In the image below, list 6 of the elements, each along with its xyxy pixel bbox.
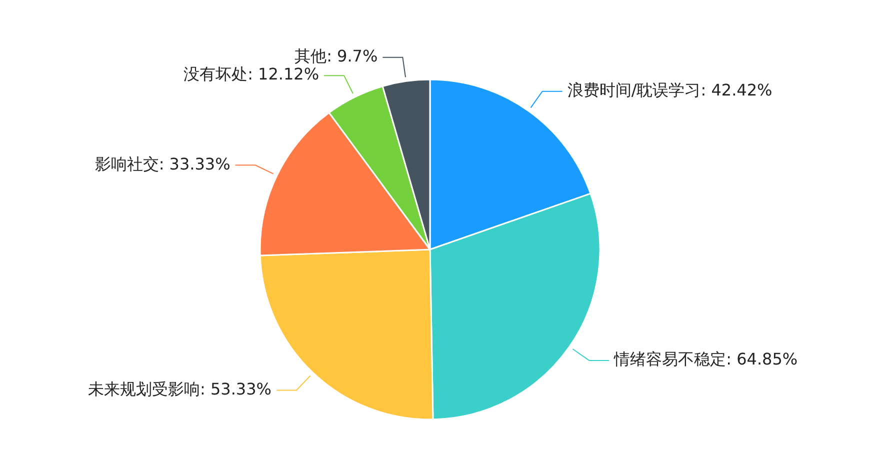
slice-label: 影响社交: 33.33%: [94, 154, 230, 174]
slice-label: 没有坏处: 12.12%: [184, 64, 320, 84]
slice-label: 未来规划受影响: 53.33%: [88, 379, 272, 398]
slice-label: 情绪容易不稳定: 64.85%: [613, 350, 798, 369]
slice-label: 其他: 9.7%: [294, 46, 378, 66]
slice-label: 浪费时间/耽误学习: 42.42%: [567, 80, 772, 100]
